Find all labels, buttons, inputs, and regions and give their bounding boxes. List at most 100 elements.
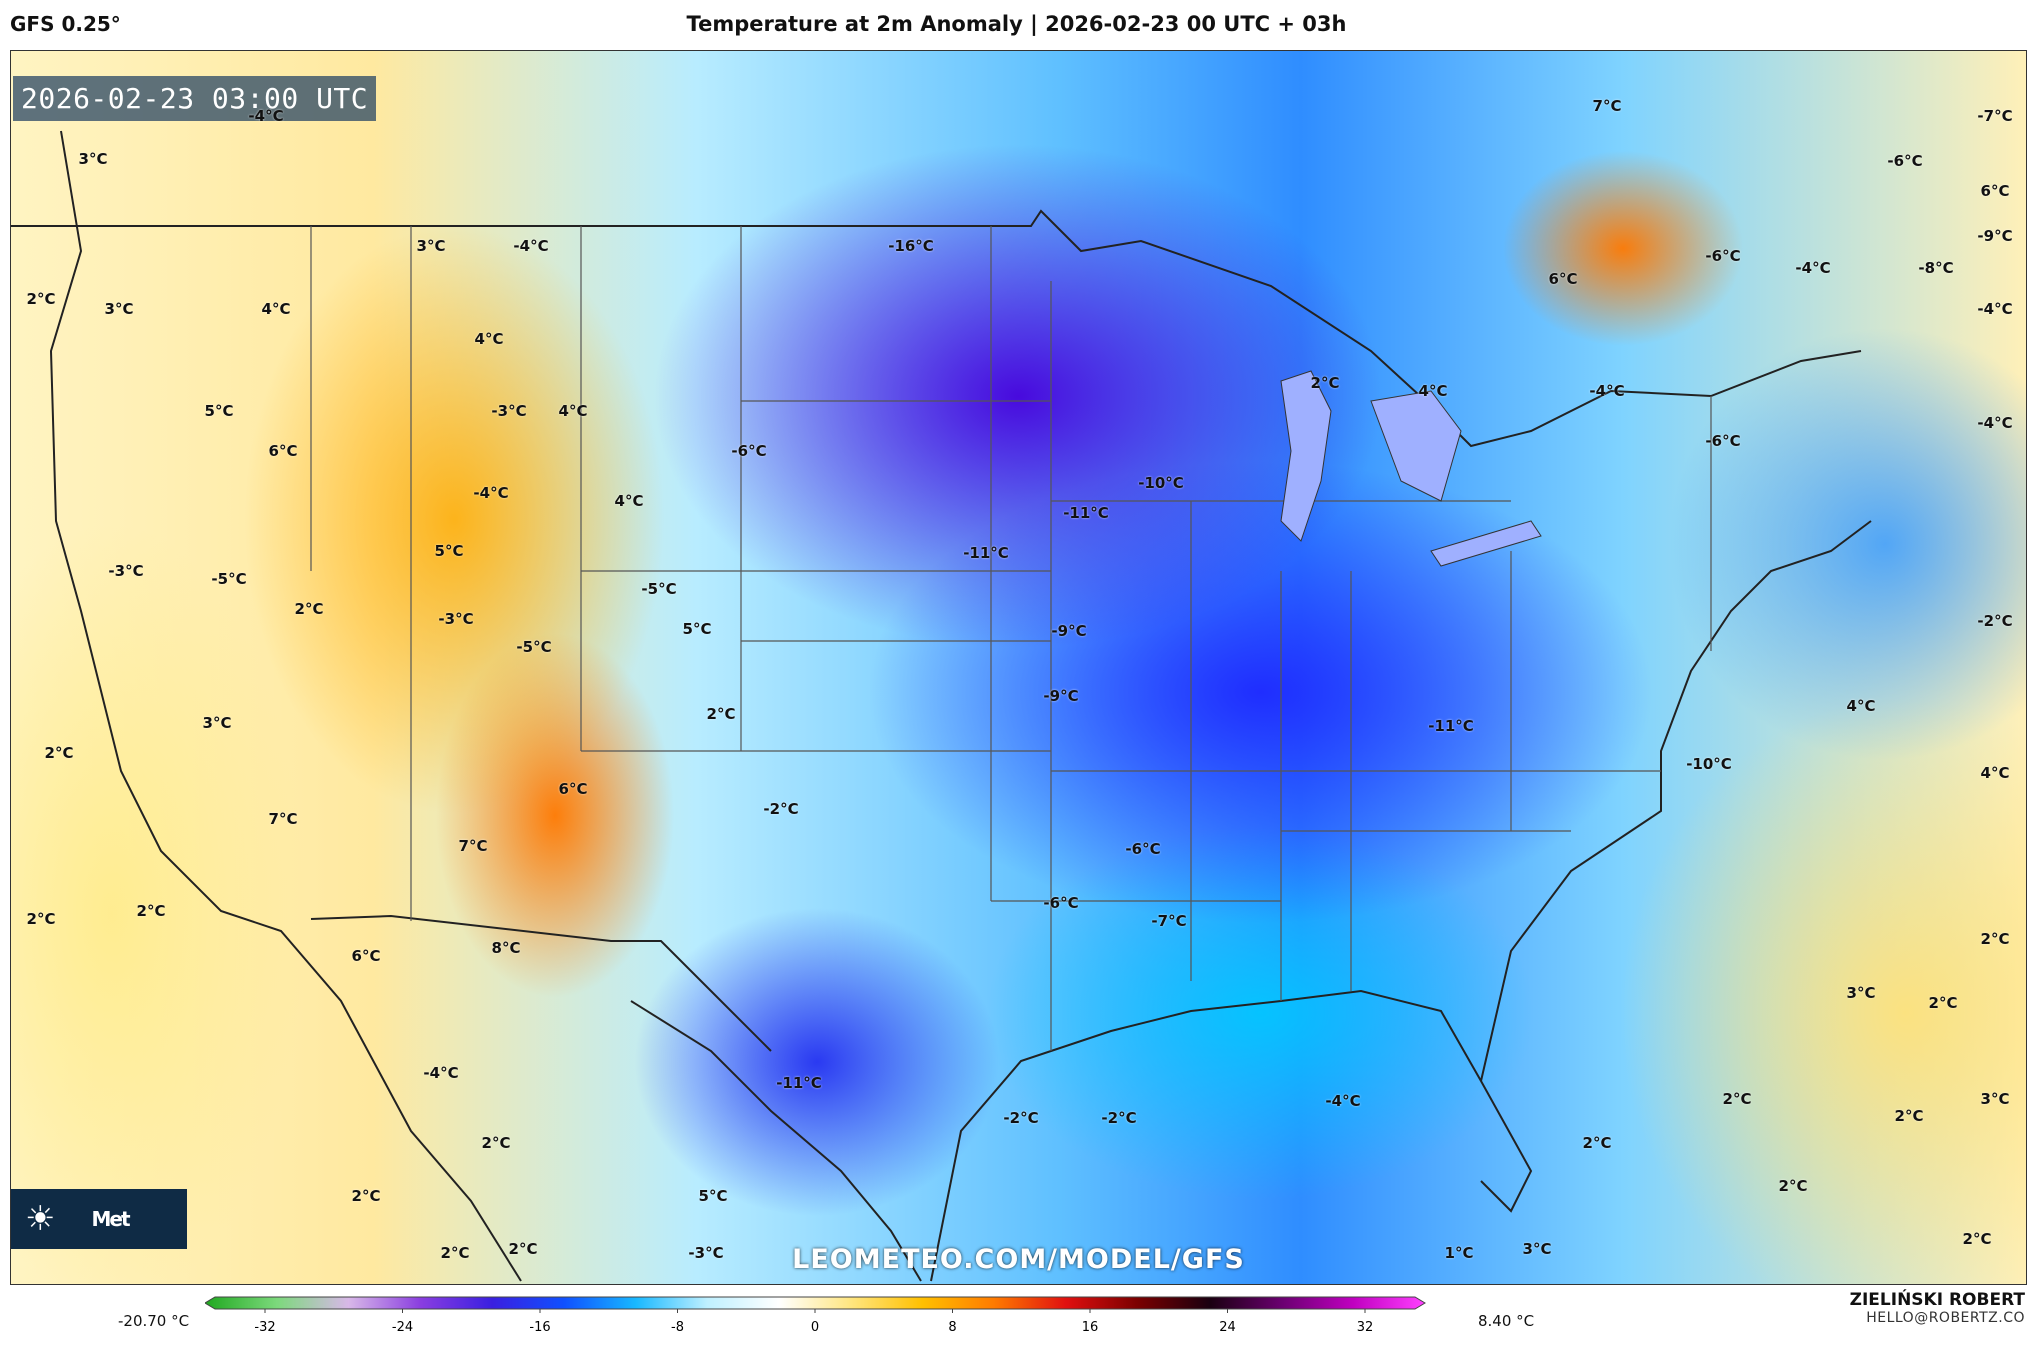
colorbar-tick-label: -32 xyxy=(254,1320,275,1335)
temp-label: -5°C xyxy=(516,638,552,656)
temp-label: 2°C xyxy=(136,902,166,920)
temp-label: -16°C xyxy=(888,237,934,255)
temp-label: 3°C xyxy=(1846,984,1876,1002)
colorbar-tick-label: 32 xyxy=(1357,1320,1374,1335)
temp-label: 4°C xyxy=(558,402,588,420)
temp-label: 3°C xyxy=(416,237,446,255)
temp-label: 2°C xyxy=(508,1240,538,1258)
author-email[interactable]: HELLO@ROBERTZ.CO xyxy=(1866,1310,2025,1326)
temp-label: 5°C xyxy=(682,620,712,638)
temp-label: 3°C xyxy=(1980,1090,2010,1108)
temp-label: 5°C xyxy=(698,1187,728,1205)
temp-label: 2°C xyxy=(481,1134,511,1152)
temp-label: -6°C xyxy=(1705,432,1741,450)
atlantic-coast xyxy=(1480,520,1872,1082)
temp-label: -2°C xyxy=(1003,1109,1039,1127)
temp-label: -11°C xyxy=(1428,717,1474,735)
temp-label: 2°C xyxy=(706,705,736,723)
temp-label: 2°C xyxy=(1894,1107,1924,1125)
mexico-border xyxy=(310,914,772,1052)
temp-label: -4°C xyxy=(1977,300,2013,318)
temp-label: 7°C xyxy=(268,810,298,828)
lake-huron xyxy=(1370,390,1462,502)
logo-text: Met xyxy=(91,1207,130,1231)
temp-label: -8°C xyxy=(1918,259,1954,277)
temp-label: -5°C xyxy=(641,580,677,598)
temp-label: 2°C xyxy=(1962,1230,1992,1248)
temp-label: 2°C xyxy=(440,1244,470,1262)
model-name: GFS 0.25° xyxy=(10,12,121,36)
temp-label: 2°C xyxy=(1778,1177,1808,1195)
temp-label: -6°C xyxy=(731,442,767,460)
colorbar-tick-label: -8 xyxy=(671,1320,684,1335)
temp-label: -4°C xyxy=(473,484,509,502)
temp-label: 4°C xyxy=(474,330,504,348)
temp-label: 3°C xyxy=(78,150,108,168)
temp-label: 5°C xyxy=(434,542,464,560)
temp-label: -11°C xyxy=(1063,504,1109,522)
temp-label: -7°C xyxy=(1151,912,1187,930)
temp-label: -4°C xyxy=(1795,259,1831,277)
temp-label: 7°C xyxy=(1592,97,1622,115)
temp-label: -4°C xyxy=(1977,414,2013,432)
boundary-lines xyxy=(11,130,1872,1282)
temp-label: -6°C xyxy=(1705,247,1741,265)
author-credit: ZIELIŃSKI ROBERT HELLO@ROBERTZ.CO xyxy=(1850,1290,2025,1326)
temp-label: 2°C xyxy=(1310,374,1340,392)
temp-label: 2°C xyxy=(1722,1090,1752,1108)
temp-label: 8°C xyxy=(491,939,521,957)
temp-label: -2°C xyxy=(763,800,799,818)
temp-label: -5°C xyxy=(211,570,247,588)
colorbar-ticks: -32 -24 -16 -8 0 8 16 24 32 xyxy=(254,1309,1373,1335)
temp-label: -3°C xyxy=(491,402,527,420)
colorbar-min-label: -20.70 °C xyxy=(118,1312,190,1330)
temp-label: -4°C xyxy=(248,107,284,125)
colorbar-tick-label: -16 xyxy=(529,1320,550,1335)
temp-label: 3°C xyxy=(1522,1240,1552,1258)
lake-erie xyxy=(1430,520,1542,567)
temp-label: -4°C xyxy=(1325,1092,1361,1110)
temp-label: 6°C xyxy=(558,780,588,798)
temp-label: 4°C xyxy=(614,492,644,510)
lake-michigan xyxy=(1280,370,1332,542)
temp-label: 2°C xyxy=(26,290,56,308)
temp-label: 2°C xyxy=(294,600,324,618)
colorbar: -32 -24 -16 -8 0 8 16 24 32 xyxy=(205,1296,1426,1335)
timestamp-overlay: 2026-02-23 03:00 UTC xyxy=(13,76,377,121)
temp-label: -9°C xyxy=(1051,622,1087,640)
temp-label: 5°C xyxy=(204,402,234,420)
author-name: ZIELIŃSKI ROBERT xyxy=(1849,1290,2025,1310)
sun-icon: ☀ xyxy=(25,1199,56,1239)
temp-label: -9°C xyxy=(1043,687,1079,705)
gulf-coast xyxy=(630,989,1533,1282)
temp-label: 6°C xyxy=(1548,270,1578,288)
temp-label: 2°C xyxy=(44,744,74,762)
colorbar-bar xyxy=(205,1296,1426,1310)
temp-label: -10°C xyxy=(1138,474,1184,492)
colorbar-tick-label: -24 xyxy=(392,1320,413,1335)
temp-label: -6°C xyxy=(1043,894,1079,912)
temp-label: 6°C xyxy=(1980,182,2010,200)
us-canada-border xyxy=(11,209,1862,448)
temp-label: -11°C xyxy=(776,1074,822,1092)
temp-label: -4°C xyxy=(423,1064,459,1082)
temp-label: -3°C xyxy=(108,562,144,580)
temp-label: 6°C xyxy=(351,947,381,965)
temp-label: 2°C xyxy=(1980,930,2010,948)
temp-label: -10°C xyxy=(1686,755,1732,773)
colorbar-tick-label: 16 xyxy=(1082,1320,1099,1335)
temp-label: -11°C xyxy=(963,544,1009,562)
temp-label: 2°C xyxy=(1928,994,1958,1012)
temp-label: -2°C xyxy=(1977,612,2013,630)
brand-logo-box[interactable]: ☀ Met xyxy=(11,1189,187,1249)
state-lines xyxy=(310,226,1712,1051)
anomaly-map: 2026-02-23 03:00 UTC -4°C 3°C 3°C -4°C 2°C 3°… xyxy=(10,50,2027,1285)
temp-label: 3°C xyxy=(202,714,232,732)
temp-label: 4°C xyxy=(261,300,291,318)
temp-label: 2°C xyxy=(1582,1134,1612,1152)
temp-label: 4°C xyxy=(1846,697,1876,715)
temp-label: 7°C xyxy=(458,837,488,855)
colorbar-tick-label: 0 xyxy=(811,1320,819,1335)
temp-label: 6°C xyxy=(268,442,298,460)
temp-label: -4°C xyxy=(1589,382,1625,400)
